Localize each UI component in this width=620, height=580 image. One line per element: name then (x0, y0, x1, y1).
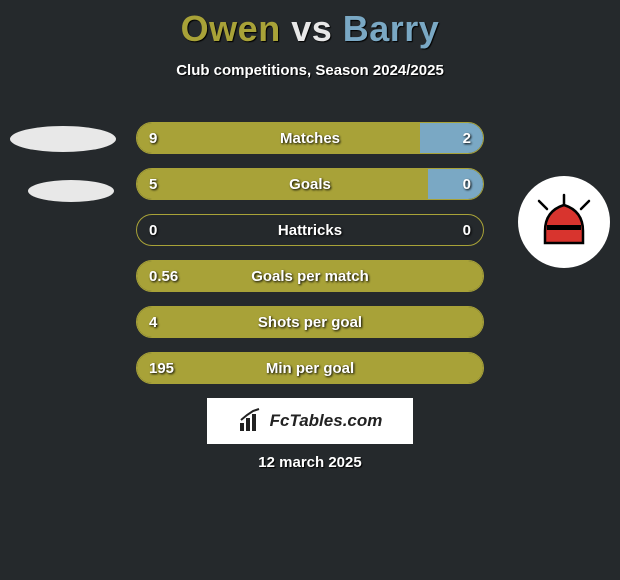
stat-label: Goals (137, 169, 483, 199)
stat-label: Goals per match (137, 261, 483, 291)
stat-row: 00Hattricks (136, 214, 484, 246)
player2-club-badge (518, 176, 610, 268)
subtitle: Club competitions, Season 2024/2025 (0, 62, 620, 79)
stat-label: Matches (137, 123, 483, 153)
player1-avatar (10, 112, 116, 218)
stat-row: 4Shots per goal (136, 306, 484, 338)
stat-label: Shots per goal (137, 307, 483, 337)
stat-row: 92Matches (136, 122, 484, 154)
brand-badge: FcTables.com (207, 398, 413, 444)
stat-row: 195Min per goal (136, 352, 484, 384)
stat-row: 0.56Goals per match (136, 260, 484, 292)
stat-row: 50Goals (136, 168, 484, 200)
date-label: 12 march 2025 (0, 454, 620, 471)
stat-label: Hattricks (137, 215, 483, 245)
title-player1: Owen (181, 8, 281, 49)
title-vs: vs (291, 8, 332, 49)
stat-label: Min per goal (137, 353, 483, 383)
comparison-chart: 92Matches 50Goals 00Hattricks 0.56Goals per… (136, 122, 484, 398)
brand-text: FcTables.com (270, 411, 383, 431)
title-player2: Barry (343, 8, 440, 49)
chart-icon (238, 408, 264, 434)
club-badge-icon (533, 191, 595, 253)
page-title: Owen vs Barry (0, 0, 620, 50)
